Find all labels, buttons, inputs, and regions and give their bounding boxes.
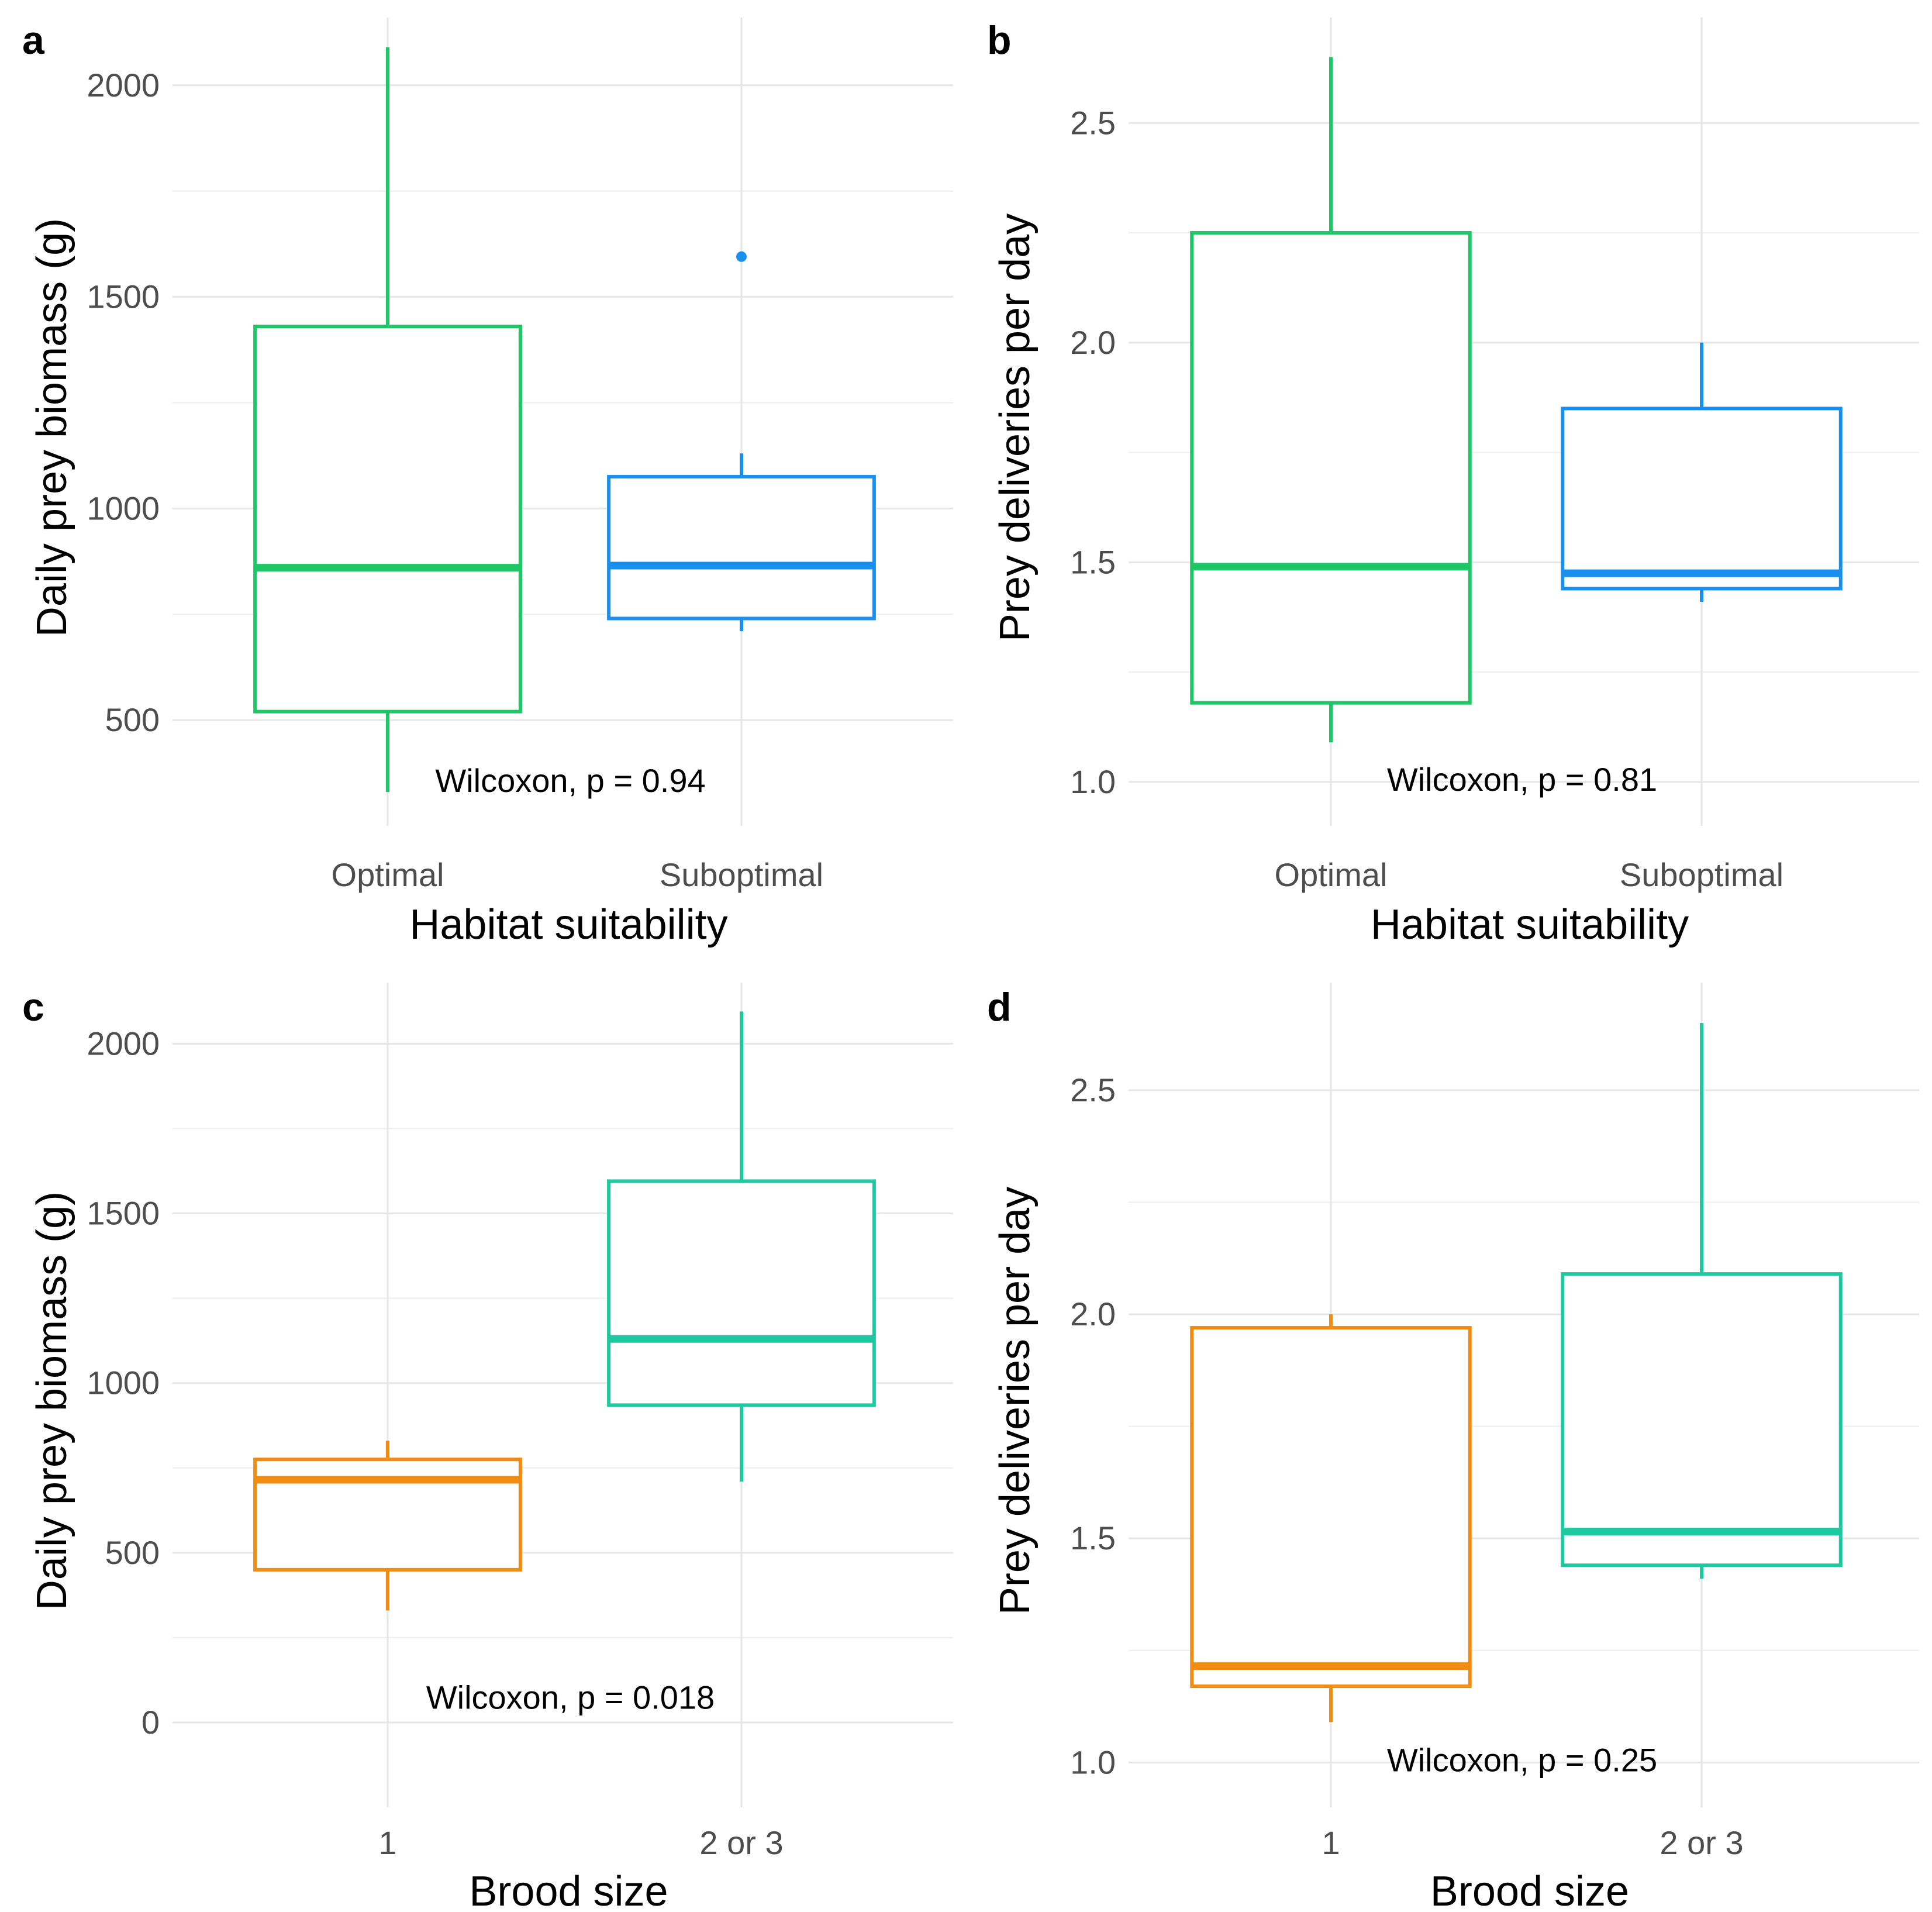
box-c-1	[253, 1441, 522, 1611]
y-tick-label: 1.5	[1070, 1520, 1116, 1556]
box-d-1	[1190, 1314, 1472, 1722]
iqr-box	[607, 1179, 876, 1407]
y-tick-label: 2.5	[1070, 104, 1116, 141]
panel-d: 1.0 1.5 2.0 2.5 1 2 or 3 Wilcoxon, p = 0.25 d Br…	[987, 983, 1919, 1912]
panel-a: 500 1000 1500 2000 Optimal Suboptimal Wilcoxon…	[22, 18, 953, 948]
x-axis-title: Brood size	[1430, 1868, 1629, 1912]
outlier-point	[736, 251, 747, 262]
x-tick-label: 2 or 3	[699, 1824, 783, 1861]
x-axis-title: Brood size	[469, 1868, 668, 1912]
y-tick-label: 1000	[87, 1365, 160, 1401]
iqr-box	[1561, 1272, 1843, 1568]
iqr-box	[253, 325, 522, 714]
box-b-1	[1190, 57, 1472, 743]
wilcoxon-annotation: Wilcoxon, p = 0.94	[435, 762, 705, 799]
box-a-1	[253, 47, 522, 793]
y-tick-label: 2.0	[1070, 1296, 1116, 1332]
y-tick-label: 1500	[87, 1195, 160, 1232]
x-tick-label: Optimal	[332, 856, 444, 893]
wilcoxon-annotation: Wilcoxon, p = 0.018	[426, 1679, 715, 1716]
box-b-2	[1561, 342, 1843, 602]
box-a-2	[607, 251, 876, 632]
x-tick-label: 2 or 3	[1660, 1824, 1743, 1861]
box-d-2	[1561, 1022, 1843, 1579]
panel-tag: a	[22, 18, 45, 63]
iqr-box	[607, 475, 876, 621]
y-axis-title: Daily prey biomass (g)	[29, 1191, 75, 1610]
panel-b: 1.0 1.5 2.0 2.5 Optimal Suboptimal Wilcoxon, p…	[987, 18, 1919, 948]
y-tick-label: 2000	[87, 67, 160, 104]
iqr-box	[1190, 231, 1472, 705]
y-tick-label: 1500	[87, 278, 160, 315]
y-tick-label: 2.0	[1070, 324, 1116, 361]
panel-tag: b	[987, 18, 1012, 63]
y-tick-label: 1.5	[1070, 543, 1116, 580]
x-tick-label: 1	[378, 1824, 396, 1861]
y-tick-label: 500	[105, 701, 160, 738]
panel-tag: c	[22, 985, 44, 1029]
wilcoxon-annotation: Wilcoxon, p = 0.81	[1387, 761, 1657, 798]
y-axis-title: Prey deliveries per day	[992, 1187, 1039, 1615]
y-tick-label: 1.0	[1070, 1744, 1116, 1780]
iqr-box	[253, 1458, 522, 1572]
x-axis-title: Habitat suitability	[409, 901, 727, 948]
y-axis-title: Daily prey biomass (g)	[29, 218, 75, 637]
y-tick-label: 0	[142, 1704, 160, 1741]
x-tick-label: Optimal	[1275, 856, 1388, 893]
iqr-box	[1561, 406, 1843, 591]
x-tick-label: 1	[1322, 1824, 1340, 1861]
box-c-2	[607, 1011, 876, 1482]
panel-c: 0 500 1000 1500 2000 1 2 or 3 Wilcoxon, p = 0.0…	[22, 983, 953, 1912]
y-tick-label: 2000	[87, 1025, 160, 1062]
x-axis-title: Habitat suitability	[1371, 901, 1689, 948]
y-tick-label: 1000	[87, 490, 160, 526]
wilcoxon-annotation: Wilcoxon, p = 0.25	[1387, 1742, 1657, 1779]
x-tick-label: Suboptimal	[1620, 856, 1783, 893]
y-tick-label: 500	[105, 1534, 160, 1571]
panel-tag: d	[987, 985, 1012, 1029]
iqr-box	[1190, 1326, 1472, 1689]
y-tick-label: 1.0	[1070, 763, 1116, 800]
y-tick-label: 2.5	[1070, 1072, 1116, 1108]
y-axis-title: Prey deliveries per day	[992, 213, 1039, 642]
x-tick-label: Suboptimal	[660, 856, 823, 893]
